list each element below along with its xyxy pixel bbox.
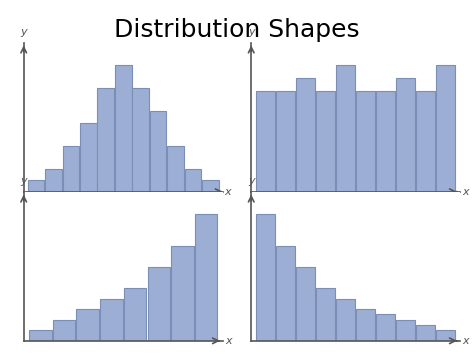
Bar: [132, 88, 149, 192]
Bar: [63, 146, 79, 192]
Bar: [202, 180, 219, 192]
Text: y: y: [248, 176, 255, 186]
Bar: [376, 315, 395, 341]
Bar: [276, 91, 295, 192]
Bar: [356, 91, 375, 192]
Bar: [80, 123, 97, 192]
Bar: [376, 91, 395, 192]
Bar: [147, 267, 170, 341]
Bar: [296, 78, 315, 192]
Bar: [27, 180, 44, 192]
Bar: [296, 267, 315, 341]
Bar: [416, 325, 435, 341]
Bar: [100, 299, 123, 341]
Bar: [195, 214, 218, 341]
Text: x: x: [225, 336, 232, 346]
Bar: [167, 146, 184, 192]
Bar: [171, 246, 194, 341]
Bar: [115, 65, 132, 192]
Text: y: y: [20, 176, 27, 186]
Bar: [53, 320, 75, 341]
Text: Distribution Shapes: Distribution Shapes: [114, 18, 360, 42]
Bar: [124, 288, 146, 341]
Bar: [436, 330, 455, 341]
Text: (b) Uniform: (b) Uniform: [251, 207, 311, 217]
Text: x: x: [225, 187, 231, 197]
Bar: [29, 330, 52, 341]
Bar: [256, 214, 275, 341]
Bar: [276, 246, 295, 341]
Bar: [356, 309, 375, 341]
Bar: [316, 288, 335, 341]
Bar: [185, 169, 201, 192]
Bar: [45, 169, 62, 192]
Bar: [396, 78, 415, 192]
Bar: [336, 299, 355, 341]
Bar: [76, 309, 99, 341]
Text: x: x: [462, 187, 468, 197]
Text: y: y: [248, 27, 255, 37]
Text: x: x: [462, 336, 468, 346]
Bar: [336, 65, 355, 192]
Text: (a) Bell-shaped: (a) Bell-shaped: [24, 207, 103, 217]
Bar: [316, 91, 335, 192]
Bar: [416, 91, 435, 192]
Text: y: y: [20, 27, 27, 37]
Bar: [396, 320, 415, 341]
Bar: [98, 88, 114, 192]
Bar: [436, 65, 455, 192]
Bar: [256, 91, 275, 192]
Bar: [150, 111, 166, 192]
